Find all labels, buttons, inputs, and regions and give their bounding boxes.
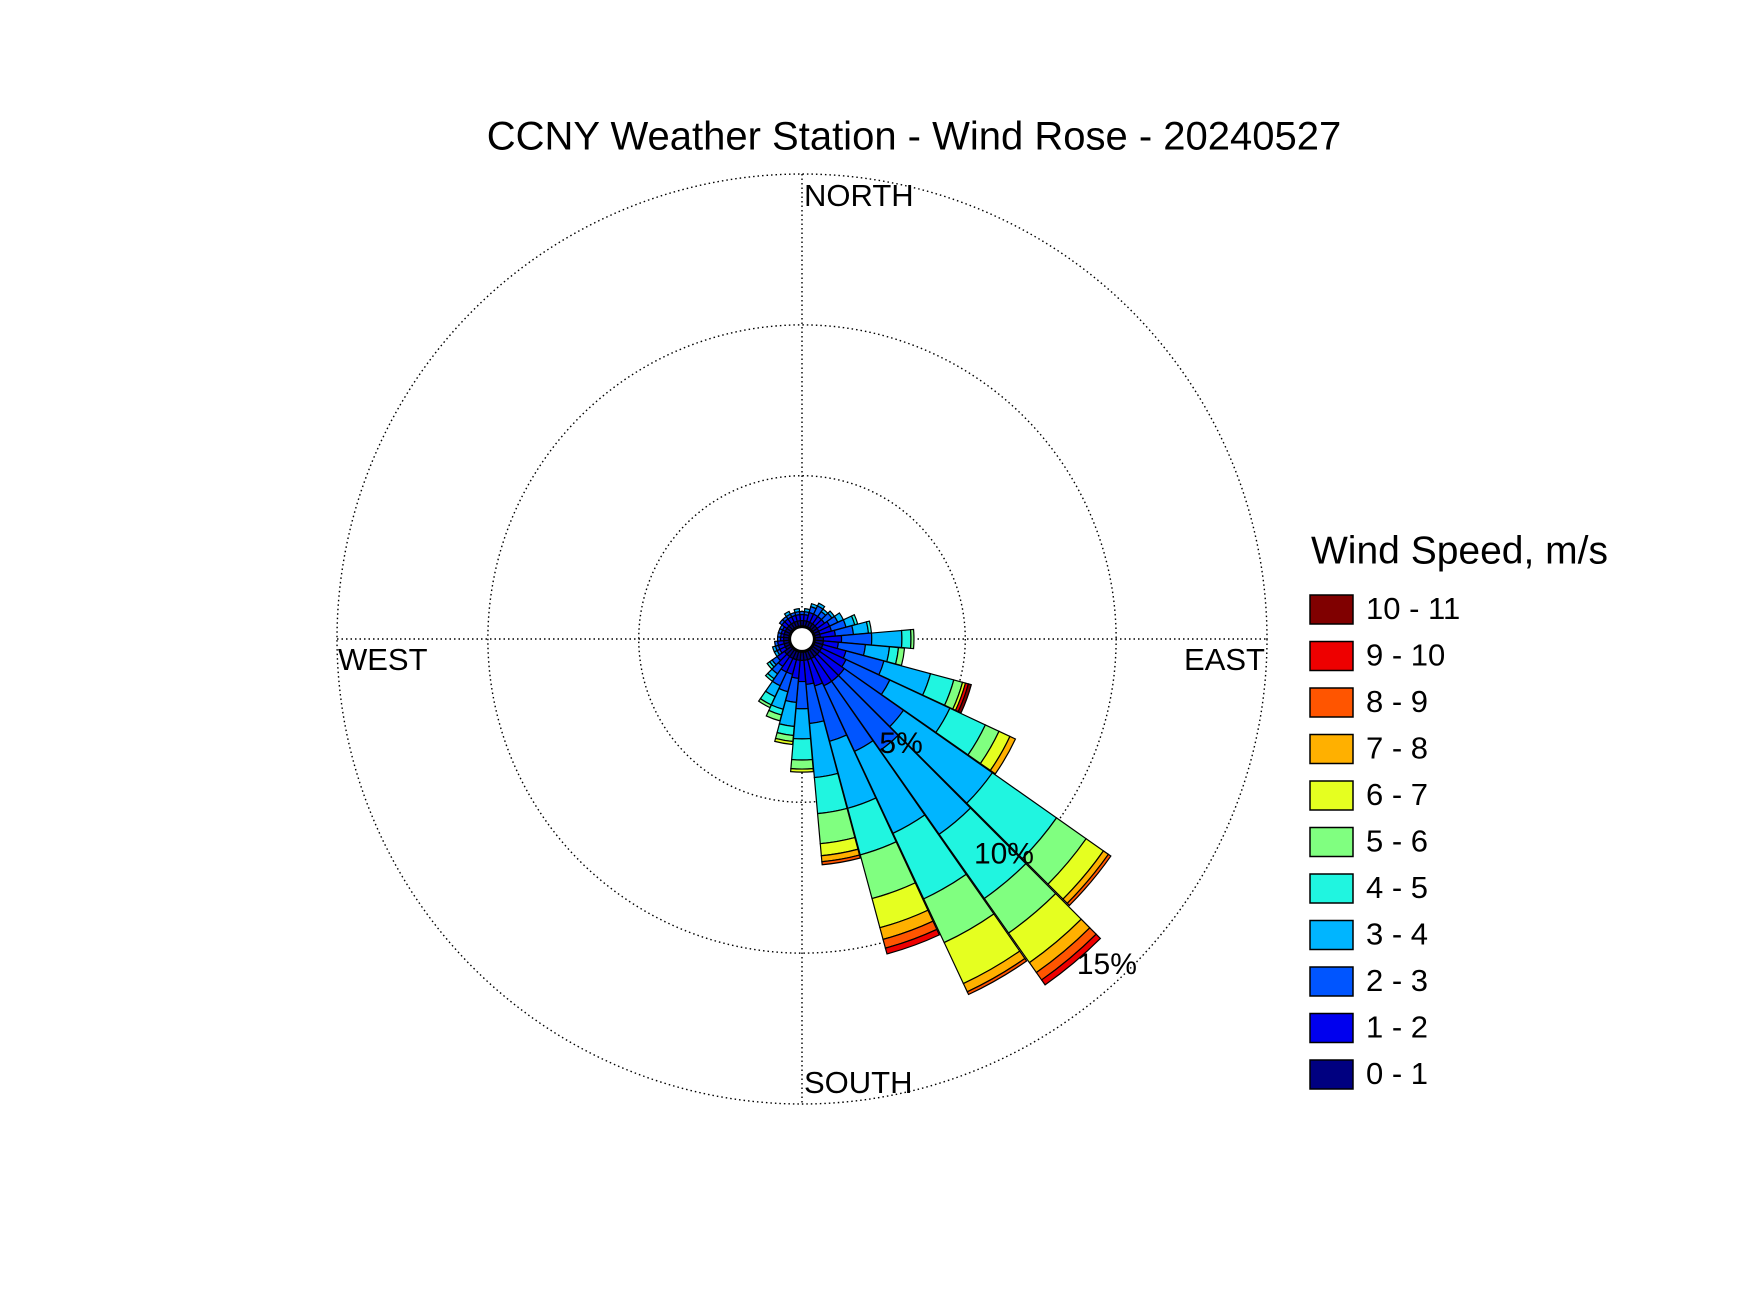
grid-ring [336,173,1268,1105]
labels: NORTH SOUTH WEST EAST [338,178,1265,1100]
south-label: SOUTH [804,1065,913,1100]
wind-segment [1040,933,1102,986]
legend-label: 1 - 2 [1366,1010,1428,1045]
wind-segment [790,758,814,770]
r-tick-label: 10% [974,838,1034,871]
legend-swatch [1309,966,1354,997]
wind-segment [792,707,812,740]
legend-label: 5 - 6 [1366,824,1428,859]
wind-segment [774,737,794,746]
chart-title: CCNY Weather Station - Wind Rose - 20240… [487,115,1342,159]
legend-swatch [1309,594,1354,625]
wind-segment [773,640,780,647]
legend-swatch [1309,687,1354,718]
wind-segment [1066,853,1112,907]
legend-label: 8 - 9 [1366,684,1428,719]
wind-segment [870,629,903,649]
legend-label: 10 - 11 [1366,591,1460,626]
legend-swatch [1309,826,1354,858]
legend-label: 7 - 8 [1366,731,1428,766]
wind-segment [989,735,1017,775]
legend-label: 9 - 10 [1366,638,1445,673]
legend-swatch [1309,1012,1354,1044]
r-tick-label: 5% [879,727,922,760]
grid-ring [487,324,1117,954]
legend-label: 6 - 7 [1366,777,1428,812]
wind-segment [884,928,941,955]
wind-segment [900,629,912,649]
bars [757,602,1112,996]
legend-swatch [1309,873,1354,904]
center-hole [788,625,816,653]
legend-swatch [1309,733,1354,765]
legend-label: 0 - 1 [1366,1056,1428,1091]
wind-segment [766,660,775,670]
wind-segment [757,697,772,709]
wind-segment [764,672,775,683]
legend-label: 3 - 4 [1366,917,1428,952]
legend-swatch [1309,919,1354,951]
west-label: WEST [338,642,428,677]
legend-label: 4 - 5 [1366,870,1428,905]
wind-segment [966,957,1028,996]
wind-segment [909,628,915,650]
wind-segment [821,854,862,866]
grid-ring [638,475,966,803]
east-label: EAST [1184,642,1265,677]
wind-segment [791,737,813,761]
legend-swatch [1309,1059,1354,1090]
north-label: NORTH [804,178,914,213]
wind-segment [771,645,778,653]
wind-segment [793,607,801,614]
legend-swatch [1309,780,1354,811]
legend: 10 - 11 9 - 10 8 - 9 7 - 8 6 - 7 5 - 6 4 - 5 3 … [1309,591,1460,1091]
r-tick-label: 15% [1077,948,1137,981]
wind-segment [957,683,973,714]
wind-segment [789,767,815,773]
legend-swatch [1309,640,1354,672]
wind-segment [783,610,792,618]
legend-label: 2 - 3 [1366,963,1428,998]
wind-segment [765,709,783,722]
wind-segment [816,602,826,610]
legend-title: Wind Speed, m/s [1311,529,1608,572]
